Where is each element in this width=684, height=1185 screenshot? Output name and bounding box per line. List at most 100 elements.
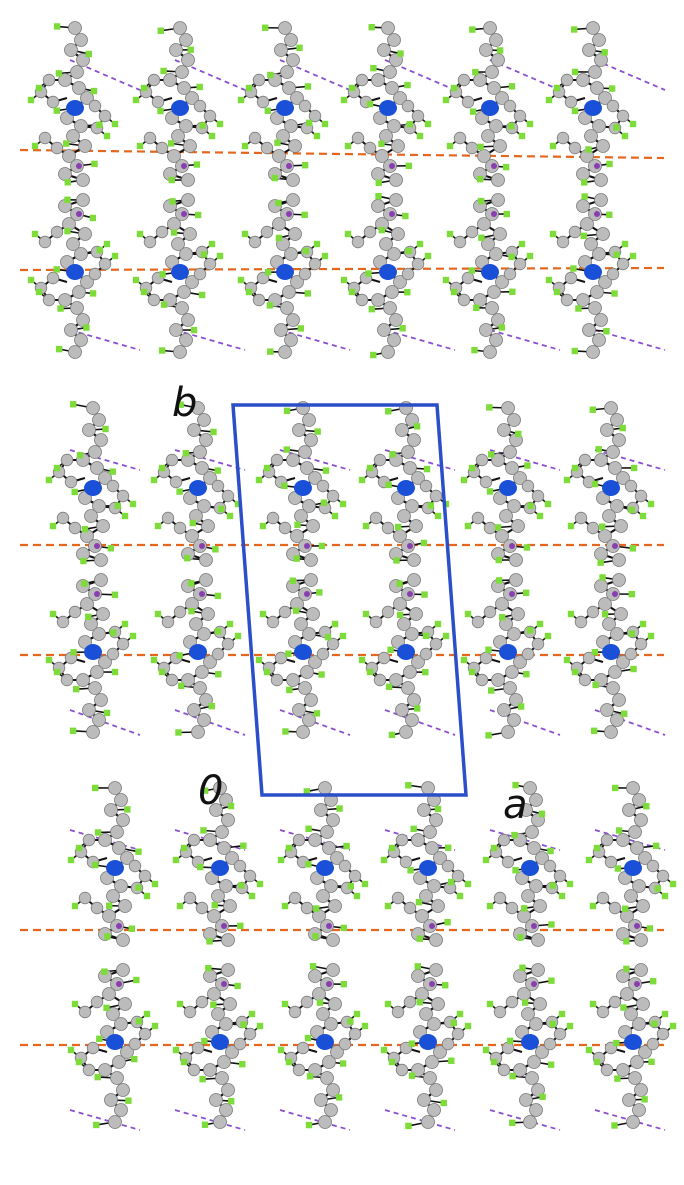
carbon-atom: [491, 673, 505, 687]
carbon-atom: [616, 1063, 630, 1077]
carbon-atom: [483, 521, 497, 535]
hydrogen-atom: [154, 610, 162, 618]
hydrogen-atom: [133, 976, 140, 984]
carbon-atom: [602, 509, 616, 523]
carbon-atom: [425, 841, 439, 855]
hydrogen-atom: [508, 253, 515, 261]
metal-atom: [116, 981, 122, 987]
metal-atom: [286, 163, 292, 169]
hydrogen-atom: [468, 668, 476, 676]
carbon-atom: [531, 489, 545, 503]
hydrogen-atom: [55, 345, 63, 353]
hydrogen-atom: [227, 1098, 235, 1105]
carbon-atom: [138, 869, 152, 883]
hydrogen-atom: [143, 1010, 151, 1018]
contact-line-purple: [174, 1109, 246, 1131]
hydrogen-atom: [571, 347, 579, 355]
hydrogen-atom: [339, 1060, 347, 1067]
hydrogen-atom: [547, 847, 554, 855]
carbon-atom: [120, 1045, 134, 1059]
metal-atom: [76, 211, 82, 217]
carbon-atom: [493, 1005, 507, 1019]
carbon-atom: [175, 301, 189, 315]
hydrogen-atom: [366, 100, 374, 108]
carbon-atom: [606, 99, 620, 113]
carbon-atom: [533, 899, 547, 913]
carbon-atom: [403, 461, 417, 475]
carbon-atom: [511, 519, 525, 533]
carbon-atom: [74, 119, 88, 133]
hydrogen-atom: [318, 671, 325, 678]
carbon-atom: [203, 109, 217, 123]
carbon-atom: [355, 73, 369, 87]
hydrogen-atom: [182, 450, 190, 457]
carbon-atom: [118, 899, 132, 913]
carbon-atom: [594, 53, 608, 67]
hydrogen-atom: [176, 488, 183, 495]
contact-line-orange: [19, 148, 665, 160]
carbon-atom: [195, 901, 209, 915]
hydrogen-atom: [306, 119, 313, 127]
hydrogen-atom: [49, 522, 57, 530]
hydrogen-atom: [486, 1000, 494, 1008]
hydrogen-atom: [524, 462, 531, 469]
metal-atom: [94, 543, 100, 549]
carbon-atom: [594, 193, 608, 207]
carbon-atom: [495, 91, 509, 105]
carbon-atom: [453, 131, 467, 145]
carbon-atom: [507, 413, 521, 427]
nitrogen-atom: [584, 264, 602, 280]
hydrogen-atom: [331, 512, 339, 520]
carbon-atom: [385, 81, 399, 95]
hydrogen-atom: [309, 963, 317, 970]
hydrogen-atom: [55, 70, 63, 77]
hydrogen-atom: [92, 784, 99, 792]
carbon-atom: [411, 257, 425, 271]
carbon-atom: [646, 1037, 660, 1051]
unit-cell: [231, 403, 468, 797]
metal-atom: [531, 981, 537, 987]
carbon-atom: [248, 131, 262, 145]
carbon-atom: [193, 267, 207, 281]
hydrogen-atom: [601, 49, 608, 56]
hydrogen-atom: [241, 230, 249, 238]
carbon-atom: [612, 553, 626, 567]
hydrogen-atom: [549, 142, 557, 150]
carbon-atom: [523, 1115, 537, 1129]
carbon-atom: [409, 607, 423, 621]
hydrogen-atom: [365, 270, 372, 277]
carbon-atom: [505, 461, 519, 475]
carbon-atom: [300, 461, 314, 475]
carbon-atom: [391, 1005, 405, 1019]
carbon-atom: [576, 73, 590, 87]
hydrogen-atom: [184, 554, 191, 562]
carbon-atom: [624, 889, 638, 903]
carbon-atom: [187, 423, 201, 437]
carbon-atom: [479, 43, 493, 57]
hydrogen-atom: [404, 81, 411, 89]
carbon-atom: [433, 851, 447, 865]
hydrogen-atom: [509, 1072, 516, 1080]
hydrogen-atom: [416, 132, 424, 140]
hydrogen-atom: [416, 240, 424, 248]
hydrogen-atom: [275, 234, 283, 242]
hydrogen-atom: [264, 107, 271, 114]
carbon-atom: [594, 313, 608, 327]
carbon-atom: [288, 139, 302, 153]
hydrogen-atom: [45, 476, 53, 484]
hydrogen-atom: [496, 47, 504, 54]
carbon-atom: [600, 423, 614, 437]
hydrogen-atom: [421, 591, 428, 598]
hydrogen-atom: [416, 935, 424, 942]
carbon-atom: [82, 703, 96, 717]
hydrogen-atom: [154, 522, 162, 530]
carbon-atom: [405, 713, 419, 727]
carbon-atom: [274, 651, 288, 665]
hydrogen-atom: [67, 856, 75, 864]
nitrogen-atom: [602, 480, 620, 496]
nitrogen-atom: [171, 264, 189, 280]
hydrogen-atom: [545, 96, 553, 104]
carbon-atom: [64, 475, 78, 489]
carbon-atom: [531, 637, 545, 651]
carbon-atom: [80, 91, 94, 105]
